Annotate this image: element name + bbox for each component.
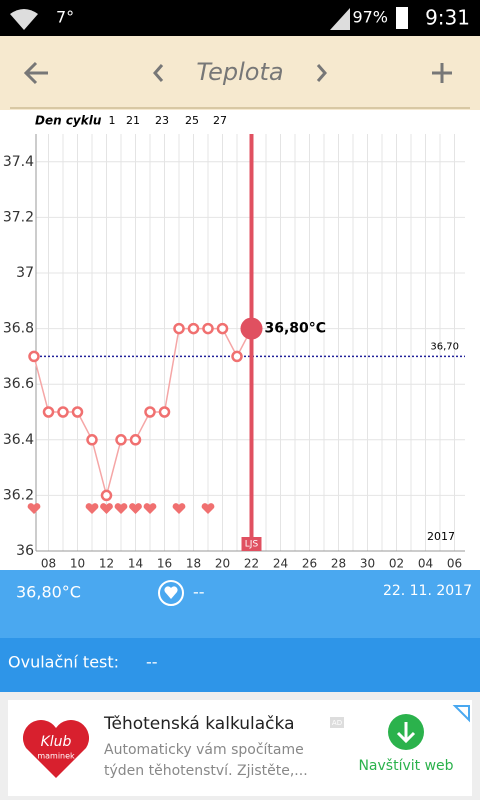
ad-title: Těhotenská kalkulačka	[103, 714, 295, 734]
ad-logo	[22, 719, 90, 778]
signal-icon	[330, 8, 350, 30]
ad-text: Automaticky vám spočítame	[104, 742, 304, 758]
temperature-line	[33, 327, 253, 499]
x-tick-label: 12	[99, 557, 114, 571]
heart	[143, 503, 157, 514]
y-tick-label: 36.8	[3, 321, 34, 337]
x-tick-label: 16	[157, 557, 172, 571]
battery-percent: 97%	[352, 8, 388, 27]
add-button[interactable]	[432, 63, 452, 83]
y-tick-label: 36.4	[3, 432, 34, 448]
x-tick-label: 14	[128, 557, 143, 571]
cycle-day: 23	[155, 114, 169, 127]
selected-point	[240, 317, 263, 340]
chart: 36 36.2 36.4 36.6 36.8 37 37.2 37.4 08 10 12 14 16 18…	[3, 134, 465, 571]
x-tick-label: 22	[244, 557, 259, 571]
cycle-day: 27	[213, 114, 227, 127]
clock: 9:31	[425, 6, 470, 30]
x-tick-label: 18	[186, 557, 201, 571]
ad-logo-top: Klub	[41, 734, 72, 750]
point	[187, 322, 200, 335]
ad-button[interactable]: Navštívit web	[358, 758, 453, 774]
x-tick-label: 06	[447, 557, 462, 571]
cycle-day: 1	[109, 114, 116, 127]
point	[42, 406, 55, 418]
prev-button[interactable]	[153, 64, 164, 82]
x-tick-label: 04	[418, 557, 433, 571]
y-tick-label: 37	[16, 265, 34, 281]
point	[28, 350, 40, 363]
ovulation-value: --	[146, 653, 158, 672]
point	[86, 434, 98, 446]
battery-icon	[396, 7, 408, 29]
value-label: 36,80°C	[265, 321, 327, 337]
ovulation-label: Ovulační test:	[8, 653, 119, 672]
summary-heart: --	[193, 583, 205, 602]
heart-button[interactable]	[158, 580, 184, 606]
y-tick-label: 36	[16, 543, 34, 559]
summary-date: 22. 11. 2017	[383, 583, 472, 599]
heart	[129, 503, 142, 514]
point	[57, 406, 69, 418]
heart	[201, 503, 215, 514]
summary-temperature: 36,80°C	[16, 583, 81, 602]
point	[231, 350, 243, 363]
wifi-icon	[10, 9, 38, 30]
ad-arrow	[396, 722, 416, 744]
point	[158, 406, 171, 418]
point	[100, 489, 113, 502]
point	[216, 322, 229, 335]
heart	[100, 503, 113, 514]
ad-text: týden těhotenství. Zjistěte,...	[104, 763, 308, 779]
back-button[interactable]	[23, 61, 48, 85]
point	[115, 434, 127, 446]
cycle-day: 21	[126, 114, 140, 127]
cycle-label: Den cyklu	[35, 114, 102, 128]
x-tick-label: 30	[360, 557, 375, 571]
x-tick-label: 24	[273, 557, 288, 571]
ovulation-bar	[0, 638, 480, 692]
point	[144, 406, 156, 418]
next-button[interactable]	[316, 64, 327, 82]
ad-logo-bottom: maminek	[37, 752, 75, 761]
status-temperature: 7°	[56, 8, 74, 27]
point	[129, 434, 142, 446]
year-label: 2017	[427, 530, 455, 543]
summary-bar	[0, 570, 480, 638]
cover-line-label: 36,70	[430, 341, 459, 352]
x-tick-label: 10	[70, 557, 85, 571]
y-tick-label: 37.4	[3, 154, 34, 170]
ad-badge-box	[330, 717, 344, 728]
marker-label: LJS	[245, 540, 259, 550]
heart	[172, 503, 186, 514]
header	[0, 36, 480, 110]
x-tick-label: 02	[389, 557, 404, 571]
heart-icon	[164, 586, 178, 599]
x-tick-label: 20	[215, 557, 230, 571]
cycle-day: 25	[185, 114, 199, 127]
heart	[27, 503, 41, 514]
point	[202, 322, 214, 335]
x-tick-label: 28	[331, 557, 346, 571]
heart	[85, 503, 99, 514]
ad-choices-icon[interactable]	[452, 705, 470, 723]
y-tick-label: 37.2	[3, 209, 34, 225]
heart	[114, 503, 128, 514]
x-tick-label: 26	[302, 557, 317, 571]
y-tick-label: 36.2	[3, 487, 34, 503]
marker-box	[241, 537, 262, 551]
chart-area	[0, 110, 480, 570]
point	[173, 322, 185, 335]
header-title: Teplota	[196, 58, 283, 86]
x-tick-label: 08	[41, 557, 56, 571]
point	[71, 406, 84, 418]
y-tick-label: 36.6	[3, 376, 34, 392]
ad-badge: AD	[332, 719, 342, 727]
